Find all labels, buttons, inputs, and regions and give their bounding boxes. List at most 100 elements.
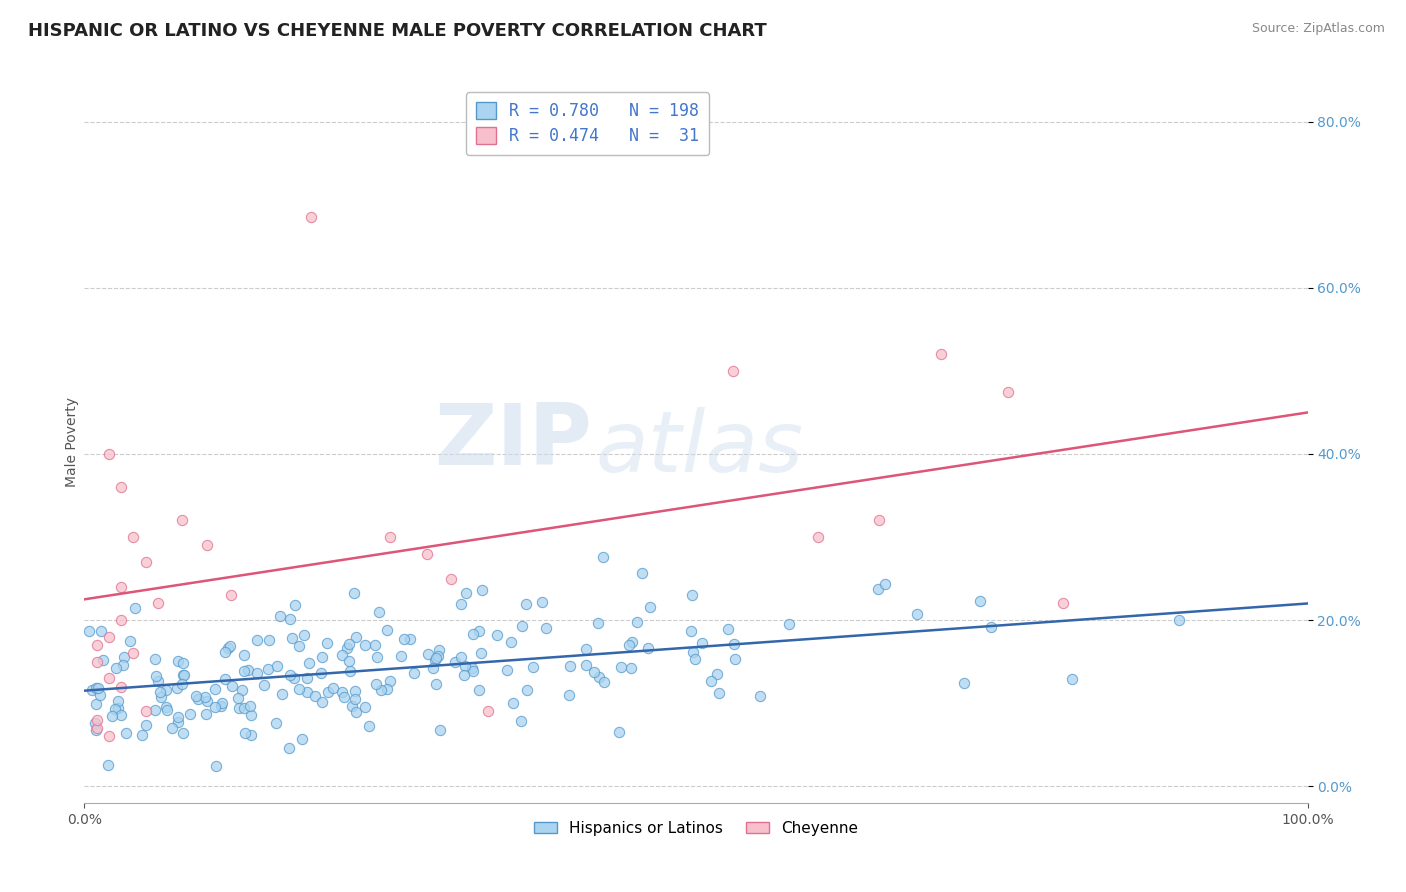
Point (416, 547, 439, 561)
Point (195, 706, 218, 721)
Point (717, 622, 740, 636)
Point (440, 572, 463, 586)
Point (429, 723, 451, 738)
Point (187, 691, 209, 706)
Point (284, 598, 307, 612)
Point (135, 555, 157, 569)
Point (100, 709, 122, 723)
Point (278, 612, 301, 626)
Point (454, 586, 477, 600)
Point (969, 593, 991, 607)
Point (87, 681, 110, 696)
Point (368, 605, 391, 619)
Point (107, 700, 129, 714)
Point (337, 654, 360, 668)
Point (131, 728, 153, 742)
Point (264, 716, 287, 731)
Point (389, 648, 412, 663)
Point (332, 685, 354, 699)
Point (89, 688, 111, 702)
Point (246, 633, 269, 648)
Point (592, 674, 614, 689)
Point (512, 619, 534, 633)
Point (172, 677, 194, 691)
Point (461, 661, 484, 675)
Point (637, 641, 659, 656)
Text: Source: ZipAtlas.com: Source: ZipAtlas.com (1251, 22, 1385, 36)
Point (620, 634, 643, 648)
Point (86, 721, 108, 735)
Point (953, 676, 976, 690)
Point (172, 513, 194, 527)
Point (343, 691, 366, 706)
Point (866, 582, 889, 597)
Point (339, 665, 361, 679)
Point (172, 668, 194, 682)
Point (1060, 672, 1083, 686)
Point (84, 723, 107, 737)
Point (807, 530, 830, 544)
Point (214, 645, 236, 659)
Point (425, 651, 447, 665)
Point (172, 656, 194, 670)
Point (288, 640, 311, 654)
Point (97, 730, 120, 744)
Point (204, 700, 226, 714)
Point (626, 615, 648, 629)
Point (167, 710, 190, 724)
Point (375, 623, 398, 637)
Point (86, 638, 108, 652)
Point (149, 690, 172, 705)
Point (450, 650, 472, 665)
Point (149, 684, 172, 698)
Point (278, 668, 301, 682)
Point (214, 673, 236, 687)
Point (110, 680, 132, 694)
Point (93, 653, 115, 667)
Point (84, 715, 107, 730)
Text: HISPANIC OR LATINO VS CHEYENNE MALE POVERTY CORRELATION CHART: HISPANIC OR LATINO VS CHEYENNE MALE POVE… (28, 22, 766, 40)
Point (531, 595, 554, 609)
Point (167, 653, 190, 667)
Point (204, 759, 226, 773)
Point (588, 670, 610, 684)
Point (575, 658, 598, 673)
Point (280, 631, 302, 645)
Point (980, 620, 1002, 634)
Point (233, 648, 256, 662)
Point (228, 700, 250, 714)
Point (156, 703, 179, 717)
Point (486, 628, 509, 642)
Point (246, 666, 269, 681)
Point (110, 708, 132, 723)
Point (463, 626, 485, 640)
Point (304, 689, 326, 703)
Point (450, 597, 472, 611)
Point (398, 632, 420, 646)
Point (560, 659, 582, 673)
Point (236, 663, 259, 677)
Point (105, 661, 128, 675)
Point (425, 677, 447, 691)
Point (297, 671, 319, 685)
Point (219, 588, 242, 602)
Point (375, 681, 398, 696)
Point (427, 642, 450, 657)
Point (240, 707, 263, 722)
Point (353, 638, 375, 652)
Point (583, 665, 606, 679)
Point (467, 624, 489, 638)
Point (233, 664, 256, 678)
Point (778, 616, 800, 631)
Point (97, 630, 120, 644)
Point (204, 681, 226, 696)
Point (461, 664, 484, 678)
Point (873, 577, 896, 591)
Point (111, 658, 134, 673)
Point (120, 633, 142, 648)
Point (115, 726, 138, 740)
Point (425, 653, 447, 667)
Point (122, 530, 145, 544)
Point (869, 513, 891, 527)
Point (299, 211, 322, 225)
